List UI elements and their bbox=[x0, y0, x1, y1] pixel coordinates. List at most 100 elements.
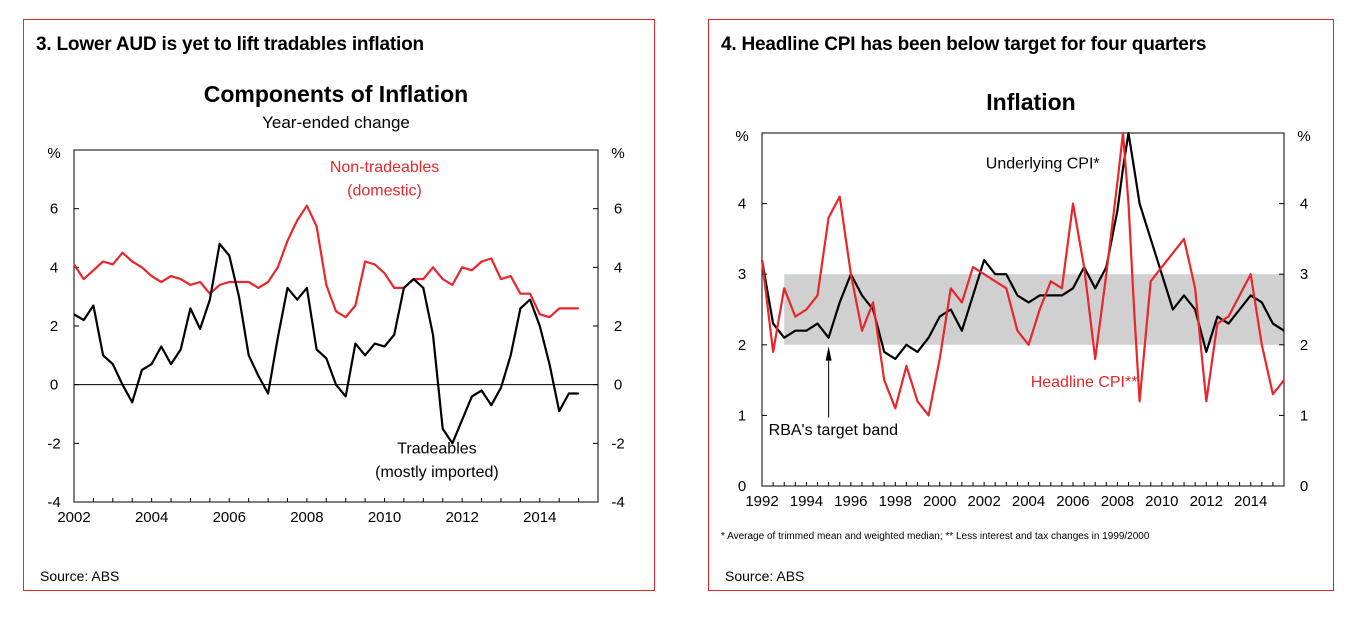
data-point bbox=[939, 358, 941, 360]
data-point bbox=[102, 260, 104, 263]
y-tick-label: 6 bbox=[614, 201, 622, 218]
series-label: Underlying CPI* bbox=[986, 155, 1100, 172]
data-point bbox=[374, 263, 376, 265]
data-point bbox=[267, 281, 269, 283]
source-note: Source: ABS bbox=[725, 568, 805, 584]
x-tick-label: 2004 bbox=[135, 509, 168, 526]
data-point bbox=[972, 266, 974, 268]
data-point bbox=[1227, 323, 1230, 325]
data-point bbox=[772, 323, 774, 325]
data-point bbox=[228, 255, 230, 257]
data-point bbox=[393, 287, 395, 289]
series-label: (mostly imported) bbox=[375, 464, 499, 481]
data-point bbox=[102, 354, 104, 356]
data-point bbox=[983, 259, 985, 261]
x-tick-label: 1992 bbox=[745, 493, 778, 510]
data-point bbox=[296, 219, 298, 221]
data-point bbox=[861, 330, 863, 332]
data-point bbox=[296, 299, 298, 301]
data-point bbox=[73, 313, 75, 315]
data-point bbox=[972, 294, 974, 296]
data-point bbox=[1028, 344, 1030, 346]
x-tick-label: 2006 bbox=[1056, 493, 1089, 510]
data-point bbox=[1028, 301, 1030, 303]
data-point bbox=[73, 263, 75, 265]
data-point bbox=[916, 351, 919, 353]
data-point bbox=[490, 257, 492, 260]
data-point bbox=[432, 266, 434, 268]
data-point bbox=[916, 400, 919, 402]
data-point bbox=[1050, 294, 1052, 296]
data-point bbox=[335, 384, 337, 386]
y-tick-label: 3 bbox=[1300, 266, 1308, 283]
data-point bbox=[364, 354, 366, 356]
y-tick-label: 4 bbox=[1300, 196, 1308, 213]
data-point bbox=[1094, 287, 1096, 289]
data-point bbox=[1227, 316, 1230, 318]
data-point bbox=[883, 379, 885, 381]
data-point bbox=[761, 259, 763, 261]
data-point bbox=[1127, 203, 1130, 205]
inflation-chart: Inflation% % 0 0 1 1 2 2 3 3 4 4 1992 1994 1996 1998 200… bbox=[721, 89, 1311, 542]
data-point bbox=[451, 284, 453, 286]
data-point bbox=[1127, 132, 1130, 134]
data-point bbox=[1122, 132, 1124, 134]
chart-subtitle: Year-ended change bbox=[262, 113, 410, 132]
data-point bbox=[1016, 294, 1018, 296]
y-tick-label: -2 bbox=[47, 435, 60, 452]
data-point bbox=[1250, 273, 1252, 275]
data-point bbox=[500, 278, 502, 280]
data-point bbox=[1133, 167, 1135, 169]
data-point bbox=[1205, 400, 1207, 402]
data-point bbox=[141, 369, 143, 371]
data-point bbox=[286, 287, 289, 289]
data-point bbox=[354, 343, 356, 345]
panel-components-of-inflation: 3. Lower AUD is yet to lift tradables in… bbox=[23, 19, 655, 591]
data-point bbox=[112, 363, 114, 365]
data-point bbox=[529, 299, 531, 301]
data-point bbox=[839, 195, 841, 198]
data-point bbox=[1205, 351, 1207, 353]
data-point bbox=[257, 375, 259, 377]
data-point bbox=[219, 243, 221, 245]
data-point bbox=[816, 323, 819, 325]
data-point bbox=[83, 319, 85, 321]
data-point bbox=[1050, 280, 1052, 282]
data-point bbox=[500, 387, 502, 389]
data-point bbox=[490, 404, 492, 406]
band-label: RBA's target band bbox=[769, 422, 898, 439]
y-tick-label: 3 bbox=[738, 266, 746, 283]
data-point bbox=[471, 395, 473, 397]
data-point bbox=[894, 358, 896, 360]
data-point bbox=[1116, 181, 1118, 183]
data-point bbox=[1150, 280, 1152, 282]
y-tick-label: 2 bbox=[614, 318, 622, 335]
data-point bbox=[1105, 273, 1107, 275]
data-point bbox=[828, 217, 830, 219]
data-point bbox=[306, 287, 308, 289]
data-point bbox=[131, 401, 133, 403]
data-point bbox=[286, 240, 289, 242]
data-point bbox=[1039, 308, 1041, 311]
data-point bbox=[1139, 400, 1141, 402]
data-point bbox=[461, 266, 463, 268]
plot-frame bbox=[761, 132, 1285, 487]
data-point bbox=[335, 310, 337, 312]
data-point bbox=[529, 293, 531, 295]
data-point bbox=[1139, 203, 1141, 205]
y-tick-label: 0 bbox=[614, 377, 622, 394]
y-tick-label: -2 bbox=[611, 435, 624, 452]
y-tick-label: 2 bbox=[50, 318, 58, 335]
data-point bbox=[950, 308, 952, 311]
x-tick-label: 1998 bbox=[879, 493, 912, 510]
data-point bbox=[199, 281, 201, 283]
x-tick-label: 2014 bbox=[523, 509, 556, 526]
x-tick-label: 2010 bbox=[368, 509, 401, 526]
data-point bbox=[257, 287, 259, 289]
data-point bbox=[883, 351, 885, 353]
y-tick-label: 6 bbox=[50, 201, 58, 218]
data-point bbox=[1194, 287, 1196, 289]
data-point bbox=[578, 392, 580, 395]
data-point bbox=[383, 345, 386, 348]
data-point bbox=[209, 299, 211, 301]
